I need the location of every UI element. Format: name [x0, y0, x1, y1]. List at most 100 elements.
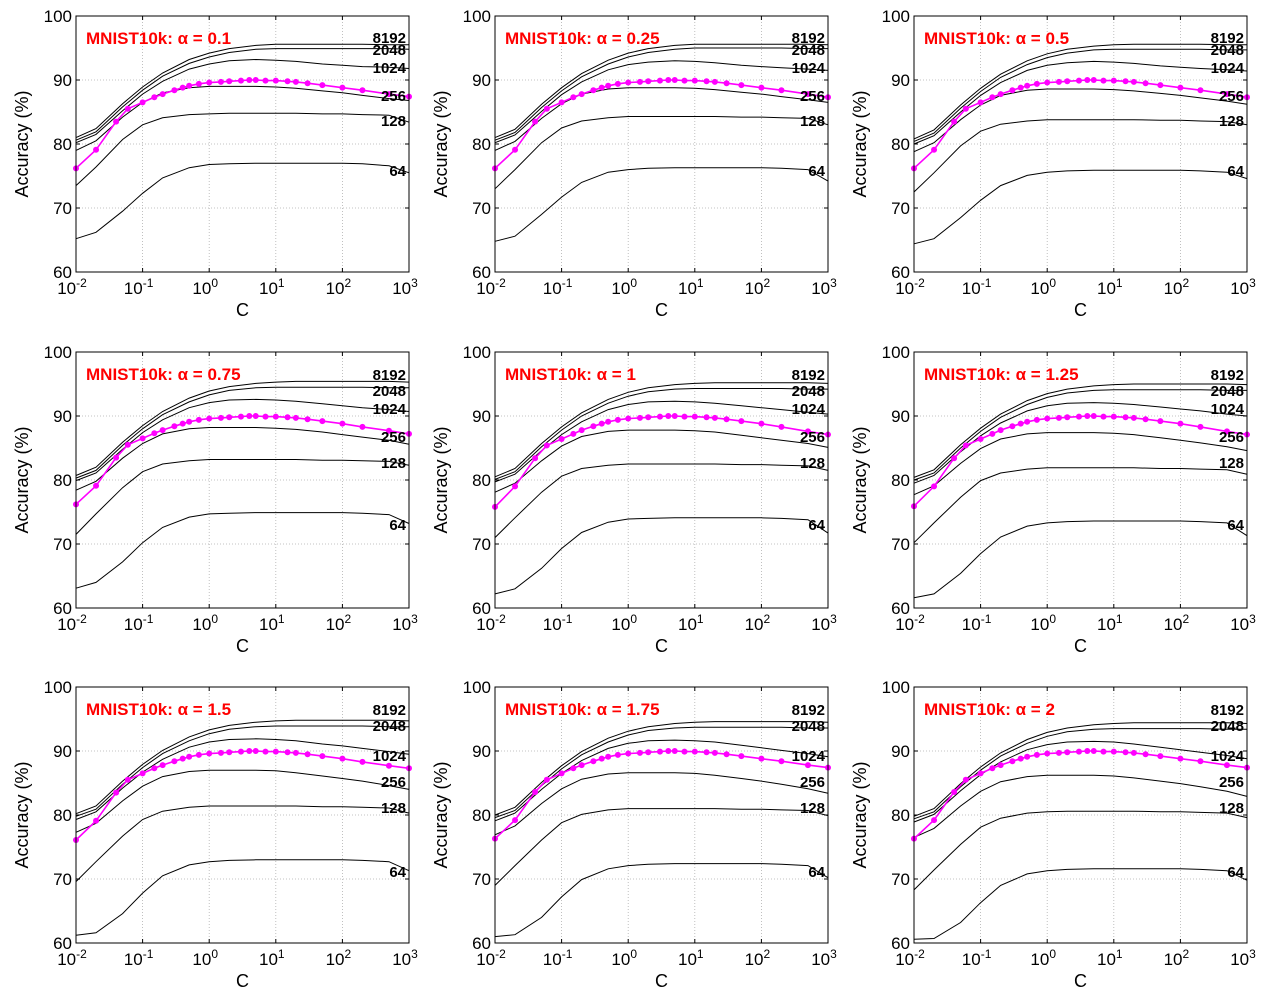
series-annotation: 1024: [373, 401, 407, 418]
series-marker: [262, 413, 269, 420]
series-marker: [385, 91, 392, 98]
y-tick-label: 90: [53, 742, 72, 761]
series-annotation: 256: [1219, 429, 1244, 446]
series-marker: [113, 789, 120, 796]
y-tick-label: 100: [463, 678, 491, 697]
x-tick-label: 101: [259, 612, 285, 634]
series-marker: [1223, 428, 1230, 435]
series-annotation: 256: [800, 774, 825, 791]
series-marker: [159, 91, 166, 98]
series-marker: [304, 416, 311, 423]
series-marker: [1024, 753, 1031, 760]
series-marker: [246, 413, 253, 419]
series-line-64: [913, 520, 1248, 599]
series-annotation: 128: [381, 455, 406, 472]
series-marker: [1033, 751, 1040, 758]
x-axis-label: C: [236, 300, 249, 320]
series-annotation: 2048: [792, 42, 825, 59]
series-marker: [151, 765, 158, 772]
series-marker: [738, 753, 745, 760]
y-tick-label: 100: [44, 7, 72, 26]
series-line-256: [75, 769, 410, 833]
y-tick-label: 70: [53, 870, 72, 889]
series-marker: [977, 770, 984, 777]
series-marker: [284, 78, 291, 85]
y-tick-label: 70: [472, 199, 491, 218]
x-tick-label: 10-2: [476, 947, 506, 969]
series-annotation: 1024: [373, 60, 407, 77]
series-marker: [962, 105, 969, 112]
chart-title: MNIST10k: α = 1.5: [86, 700, 231, 719]
series-marker: [206, 415, 213, 422]
x-tick-label: 103: [1230, 947, 1256, 969]
series-annotation: 128: [800, 455, 825, 472]
series-annotation: 128: [1219, 113, 1244, 130]
x-tick-label: 101: [1097, 276, 1123, 298]
series-line-8192: [913, 383, 1248, 478]
y-tick-label: 60: [891, 934, 910, 953]
series-marker: [1130, 78, 1137, 85]
series-marker: [151, 94, 158, 101]
series-marker: [804, 91, 811, 98]
series-marker: [578, 91, 585, 98]
x-tick-label: 10-2: [57, 612, 87, 634]
series-marker: [195, 416, 202, 423]
series-annotation: 1024: [792, 60, 826, 77]
series-marker: [1197, 758, 1204, 765]
series-marker: [1142, 416, 1149, 423]
y-tick-label: 80: [53, 135, 72, 154]
x-tick-label: 10-1: [962, 947, 992, 969]
chart-title: MNIST10k: α = 1: [505, 365, 636, 384]
series-marker: [570, 94, 577, 101]
x-tick-label: 10-2: [57, 947, 87, 969]
series-marker: [1100, 77, 1107, 84]
x-tick-label: 101: [259, 947, 285, 969]
x-axis-label: C: [655, 971, 668, 989]
series-line-64: [494, 167, 829, 242]
series-marker: [691, 77, 698, 84]
series-marker: [1110, 77, 1117, 84]
y-tick-label: 70: [472, 535, 491, 554]
series-marker: [1055, 78, 1062, 85]
x-tick-label: 10-2: [476, 612, 506, 634]
series-line-2048: [75, 48, 410, 141]
series-marker: [1017, 420, 1024, 427]
y-tick-label: 80: [891, 806, 910, 825]
series-marker: [319, 753, 326, 760]
series-marker: [1075, 748, 1082, 755]
series-marker: [512, 483, 519, 490]
series-line-2048: [913, 389, 1247, 481]
series-marker: [113, 118, 120, 125]
y-tick-label: 60: [472, 263, 491, 282]
y-tick-label: 60: [53, 263, 72, 282]
series-marker: [1197, 423, 1204, 430]
series-marker: [512, 817, 519, 824]
plot-area: [914, 687, 1247, 943]
series-marker: [93, 817, 100, 824]
x-axis-label: C: [1074, 300, 1087, 320]
x-tick-label: 100: [1030, 612, 1056, 634]
y-tick-label: 60: [472, 599, 491, 618]
series-annotation: 2048: [792, 383, 825, 400]
y-tick-label: 100: [882, 7, 910, 26]
series-marker: [1142, 751, 1149, 758]
series-marker: [778, 758, 785, 765]
series-marker: [532, 455, 539, 462]
series-line-1024: [494, 60, 829, 144]
series-marker: [226, 749, 233, 756]
series-marker: [1177, 420, 1184, 427]
series-marker: [206, 750, 213, 757]
series-marker: [1130, 749, 1137, 756]
series-marker: [139, 770, 146, 777]
plot-area: [914, 352, 1247, 608]
series-line-64: [913, 868, 1248, 940]
x-tick-label: 102: [745, 612, 771, 634]
series-marker: [186, 753, 193, 760]
series-annotation: 8192: [373, 30, 406, 47]
series-marker: [578, 762, 585, 769]
y-tick-label: 70: [891, 199, 910, 218]
